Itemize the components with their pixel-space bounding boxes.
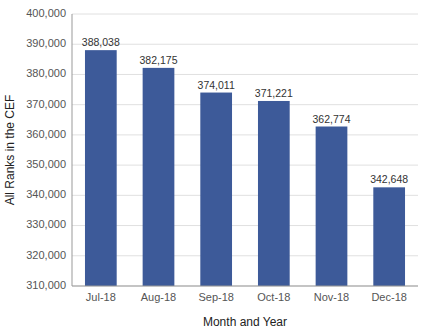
bar xyxy=(373,187,405,286)
y-axis-title: All Ranks in the CEF xyxy=(3,95,17,206)
grid-line xyxy=(72,134,418,135)
bar xyxy=(200,93,232,286)
y-axis-line xyxy=(72,14,73,286)
x-tick-label: Nov-18 xyxy=(314,291,349,303)
x-tick-label: Oct-18 xyxy=(257,291,290,303)
grid-line xyxy=(72,104,418,105)
y-tick-label: 380,000 xyxy=(26,67,66,79)
chart-container: 310,000 320,000 330,000 340,000 350,000 360,0… xyxy=(0,0,430,334)
y-tick-label: 310,000 xyxy=(26,279,66,291)
x-tick-label: Dec-18 xyxy=(371,291,406,303)
grid-line xyxy=(72,255,418,256)
y-axis: 310,000 320,000 330,000 340,000 350,000 360,0… xyxy=(26,7,66,291)
bar xyxy=(85,50,117,286)
x-tick-label: Aug-18 xyxy=(141,291,176,303)
x-axis-line xyxy=(72,286,418,287)
chart-svg: 310,000 320,000 330,000 340,000 350,000 360,0… xyxy=(0,0,430,334)
grid-line xyxy=(72,286,418,287)
x-tick-label: Jul-18 xyxy=(86,291,116,303)
data-label: 362,774 xyxy=(313,113,351,125)
y-tick-label: 370,000 xyxy=(26,98,66,110)
grid xyxy=(72,14,418,286)
grid-line xyxy=(72,74,418,75)
y-tick-label: 350,000 xyxy=(26,158,66,170)
data-label: 342,648 xyxy=(370,173,408,185)
y-tick-label: 360,000 xyxy=(26,128,66,140)
x-tick-label: Sep-18 xyxy=(198,291,233,303)
grid-line xyxy=(72,225,418,226)
data-label: 388,038 xyxy=(82,36,120,48)
grid-line xyxy=(72,14,418,15)
bar xyxy=(258,101,290,286)
x-axis: Jul-18 Aug-18 Sep-18 Oct-18 Nov-18 Dec-18 xyxy=(86,291,407,303)
grid-line xyxy=(72,44,418,45)
y-tick-label: 400,000 xyxy=(26,7,66,19)
data-labels: 388,038 382,175 374,011 371,221 362,774 342,6… xyxy=(82,36,408,185)
data-label: 371,221 xyxy=(255,87,293,99)
y-tick-label: 330,000 xyxy=(26,218,66,230)
x-axis-title: Month and Year xyxy=(203,315,287,329)
y-tick-label: 340,000 xyxy=(26,188,66,200)
y-tick-label: 320,000 xyxy=(26,249,66,261)
data-label: 382,175 xyxy=(140,54,178,66)
grid-line xyxy=(72,195,418,196)
bar xyxy=(316,127,348,286)
bars xyxy=(85,50,405,286)
y-tick-label: 390,000 xyxy=(26,37,66,49)
bar xyxy=(143,68,175,286)
grid-line xyxy=(72,165,418,166)
data-label: 374,011 xyxy=(198,79,235,91)
